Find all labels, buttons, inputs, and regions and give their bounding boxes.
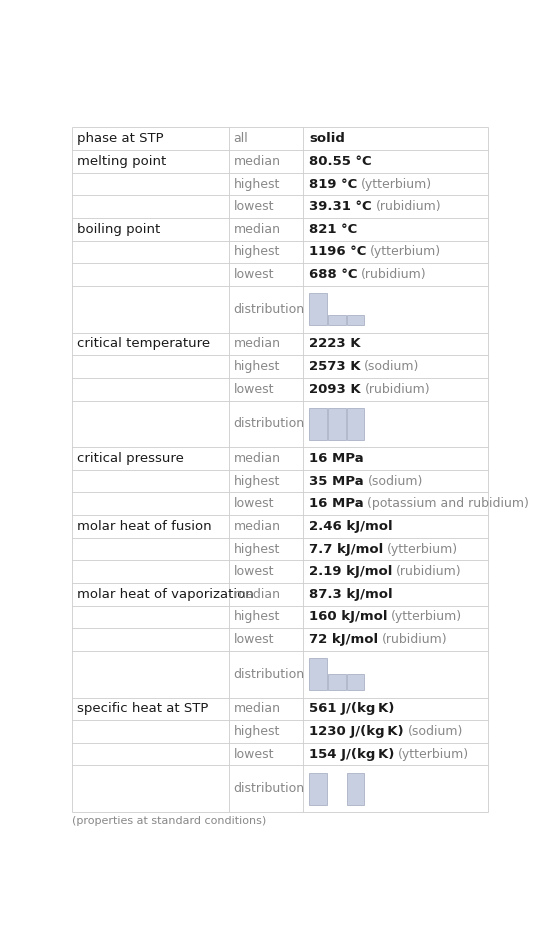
- Text: median: median: [234, 519, 281, 533]
- Text: 1196 °C: 1196 °C: [310, 246, 367, 259]
- Text: solid: solid: [310, 132, 345, 145]
- Text: 561 J/(kg K): 561 J/(kg K): [310, 702, 395, 715]
- Text: (ytterbium): (ytterbium): [391, 611, 462, 624]
- Bar: [328, 408, 346, 440]
- Text: distribution: distribution: [234, 668, 305, 681]
- Bar: [347, 408, 365, 440]
- Text: lowest: lowest: [234, 497, 274, 510]
- Text: 2573 K: 2573 K: [310, 360, 361, 373]
- Text: 1230 J/(kg K): 1230 J/(kg K): [310, 725, 404, 738]
- Text: (rubidium): (rubidium): [382, 633, 448, 646]
- Text: (rubidium): (rubidium): [376, 200, 441, 213]
- Text: 154 J/(kg K): 154 J/(kg K): [310, 748, 395, 761]
- Text: phase at STP: phase at STP: [77, 132, 164, 145]
- Text: median: median: [234, 452, 281, 465]
- Text: 35 MPa: 35 MPa: [310, 475, 364, 488]
- Text: 819 °C: 819 °C: [310, 178, 358, 191]
- Text: 16 MPa: 16 MPa: [310, 452, 364, 465]
- Text: critical pressure: critical pressure: [77, 452, 184, 465]
- Text: 2223 K: 2223 K: [310, 337, 361, 350]
- Text: 80.55 °C: 80.55 °C: [310, 155, 372, 168]
- Bar: [310, 408, 327, 440]
- Text: specific heat at STP: specific heat at STP: [77, 702, 209, 715]
- Text: lowest: lowest: [234, 268, 274, 281]
- Text: 2.46 kJ/mol: 2.46 kJ/mol: [310, 519, 393, 533]
- Text: lowest: lowest: [234, 633, 274, 646]
- Text: lowest: lowest: [234, 565, 274, 578]
- Text: distribution: distribution: [234, 303, 305, 316]
- Bar: [347, 674, 365, 691]
- Text: median: median: [234, 587, 281, 600]
- Text: (rubidium): (rubidium): [361, 268, 427, 281]
- Text: 39.31 °C: 39.31 °C: [310, 200, 372, 213]
- Text: (sodium): (sodium): [367, 475, 423, 488]
- Text: all: all: [234, 132, 248, 145]
- Text: highest: highest: [234, 543, 280, 556]
- Text: (ytterbium): (ytterbium): [361, 178, 432, 191]
- Text: (rubidium): (rubidium): [365, 383, 430, 396]
- Text: (potassium and rubidium): (potassium and rubidium): [367, 497, 529, 510]
- Text: (ytterbium): (ytterbium): [387, 543, 458, 556]
- Text: median: median: [234, 702, 281, 715]
- Text: median: median: [234, 223, 281, 236]
- Text: (sodium): (sodium): [407, 725, 463, 738]
- Text: highest: highest: [234, 360, 280, 373]
- Text: lowest: lowest: [234, 383, 274, 396]
- Text: (ytterbium): (ytterbium): [370, 246, 441, 259]
- Text: molar heat of fusion: molar heat of fusion: [77, 519, 212, 533]
- Text: distribution: distribution: [234, 417, 305, 430]
- Text: median: median: [234, 337, 281, 350]
- Text: melting point: melting point: [77, 155, 167, 168]
- Text: 72 kJ/mol: 72 kJ/mol: [310, 633, 378, 646]
- Bar: [310, 293, 327, 326]
- Text: lowest: lowest: [234, 748, 274, 761]
- Text: (ytterbium): (ytterbium): [398, 748, 470, 761]
- Text: lowest: lowest: [234, 200, 274, 213]
- Text: (rubidium): (rubidium): [396, 565, 462, 578]
- Text: median: median: [234, 155, 281, 168]
- Text: highest: highest: [234, 246, 280, 259]
- Text: 2093 K: 2093 K: [310, 383, 361, 396]
- Text: 7.7 kJ/mol: 7.7 kJ/mol: [310, 543, 384, 556]
- Text: 2.19 kJ/mol: 2.19 kJ/mol: [310, 565, 393, 578]
- Text: distribution: distribution: [234, 782, 305, 795]
- Bar: [347, 773, 365, 805]
- Text: 16 MPa: 16 MPa: [310, 497, 364, 510]
- Bar: [328, 674, 346, 691]
- Bar: [347, 315, 365, 326]
- Text: molar heat of vaporization: molar heat of vaporization: [77, 587, 254, 600]
- Bar: [310, 773, 327, 805]
- Text: critical temperature: critical temperature: [77, 337, 210, 350]
- Text: highest: highest: [234, 725, 280, 738]
- Text: 87.3 kJ/mol: 87.3 kJ/mol: [310, 587, 393, 600]
- Text: 160 kJ/mol: 160 kJ/mol: [310, 611, 388, 624]
- Bar: [328, 315, 346, 326]
- Text: 688 °C: 688 °C: [310, 268, 358, 281]
- Text: highest: highest: [234, 475, 280, 488]
- Bar: [310, 658, 327, 691]
- Text: (properties at standard conditions): (properties at standard conditions): [72, 816, 266, 826]
- Text: 821 °C: 821 °C: [310, 223, 358, 236]
- Text: highest: highest: [234, 611, 280, 624]
- Text: highest: highest: [234, 178, 280, 191]
- Text: (sodium): (sodium): [364, 360, 420, 373]
- Text: boiling point: boiling point: [77, 223, 161, 236]
